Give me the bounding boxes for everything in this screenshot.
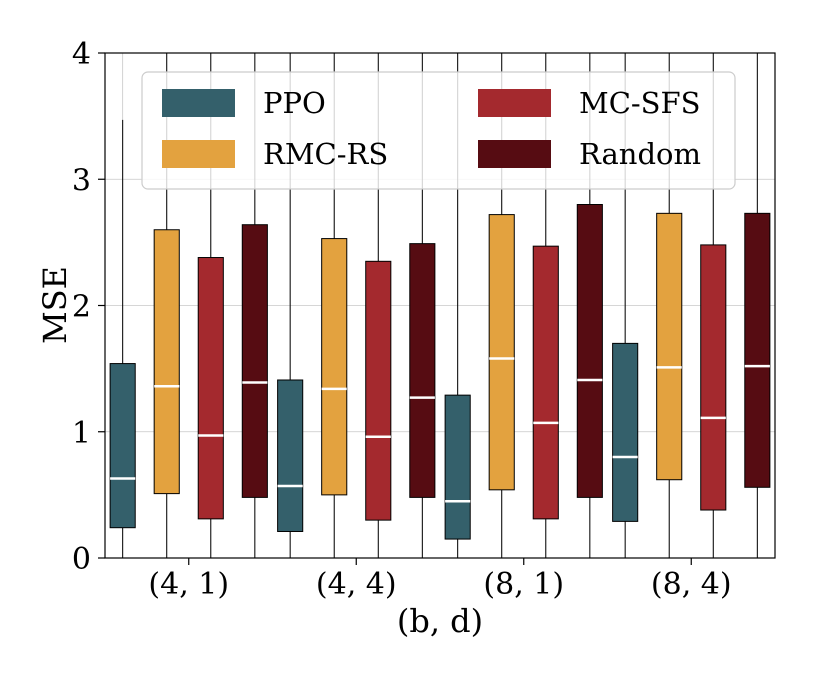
iqr-box bbox=[109, 363, 136, 529]
iqr-box bbox=[612, 342, 639, 522]
legend-swatch-random bbox=[478, 140, 551, 168]
iqr-box bbox=[576, 204, 603, 498]
iqr-box bbox=[656, 212, 683, 481]
box-random bbox=[409, 53, 436, 558]
box-mc-sfs bbox=[197, 53, 224, 558]
legend-label-ppo: PPO bbox=[263, 86, 326, 120]
box-mc-sfs bbox=[365, 53, 392, 558]
box-rmc-rs bbox=[488, 53, 515, 558]
iqr-box bbox=[197, 257, 224, 520]
legend-label-rmc-rs: RMC-RS bbox=[263, 137, 388, 171]
iqr-box bbox=[444, 394, 471, 540]
iqr-box bbox=[744, 212, 771, 488]
box-random bbox=[744, 53, 771, 558]
x-tick-label: (4, 1) bbox=[148, 567, 229, 602]
box-ppo bbox=[612, 53, 639, 558]
box-rmc-rs bbox=[321, 53, 348, 558]
box-rmc-rs bbox=[656, 53, 683, 558]
legend-swatch-ppo bbox=[162, 89, 235, 117]
y-tick-label: 3 bbox=[72, 163, 91, 198]
iqr-box bbox=[321, 238, 348, 496]
iqr-box bbox=[277, 379, 304, 532]
x-axis-label: (b, d) bbox=[397, 602, 483, 640]
iqr-box bbox=[409, 243, 436, 498]
box-rmc-rs bbox=[153, 53, 180, 558]
y-tick-label: 2 bbox=[72, 290, 91, 325]
y-tick-label: 0 bbox=[72, 542, 91, 577]
iqr-box bbox=[365, 260, 392, 521]
legend-label-random: Random bbox=[579, 137, 701, 171]
x-tick-label: (4, 4) bbox=[316, 567, 397, 602]
x-tick-label: (8, 1) bbox=[483, 567, 564, 602]
legend-frame bbox=[141, 71, 736, 190]
box-mc-sfs bbox=[532, 53, 559, 558]
legend-swatch-mc-sfs bbox=[478, 89, 551, 117]
box-layer bbox=[109, 53, 771, 558]
iqr-box bbox=[241, 224, 268, 498]
legend-swatch-rmc-rs bbox=[162, 140, 235, 168]
iqr-box bbox=[700, 244, 727, 511]
iqr-box bbox=[532, 245, 559, 520]
y-tick-label: 1 bbox=[72, 416, 91, 451]
box-random bbox=[241, 53, 268, 558]
box-ppo bbox=[277, 53, 304, 558]
iqr-box bbox=[488, 214, 515, 491]
box-random bbox=[576, 53, 603, 558]
box-ppo bbox=[109, 119, 136, 558]
y-tick-label: 4 bbox=[72, 37, 91, 72]
box-ppo bbox=[444, 53, 471, 558]
tick-layer: 0 1 2 3 4 (4, 1) (4, 4) (8, 1) (8, 4) bbox=[72, 37, 732, 602]
iqr-box bbox=[153, 229, 180, 495]
legend-label-mc-sfs: MC-SFS bbox=[579, 86, 701, 120]
y-axis-label: MSE bbox=[36, 266, 74, 344]
x-tick-label: (8, 4) bbox=[651, 567, 732, 602]
legend: PPO RMC-RS MC-SFS Random bbox=[141, 71, 736, 190]
